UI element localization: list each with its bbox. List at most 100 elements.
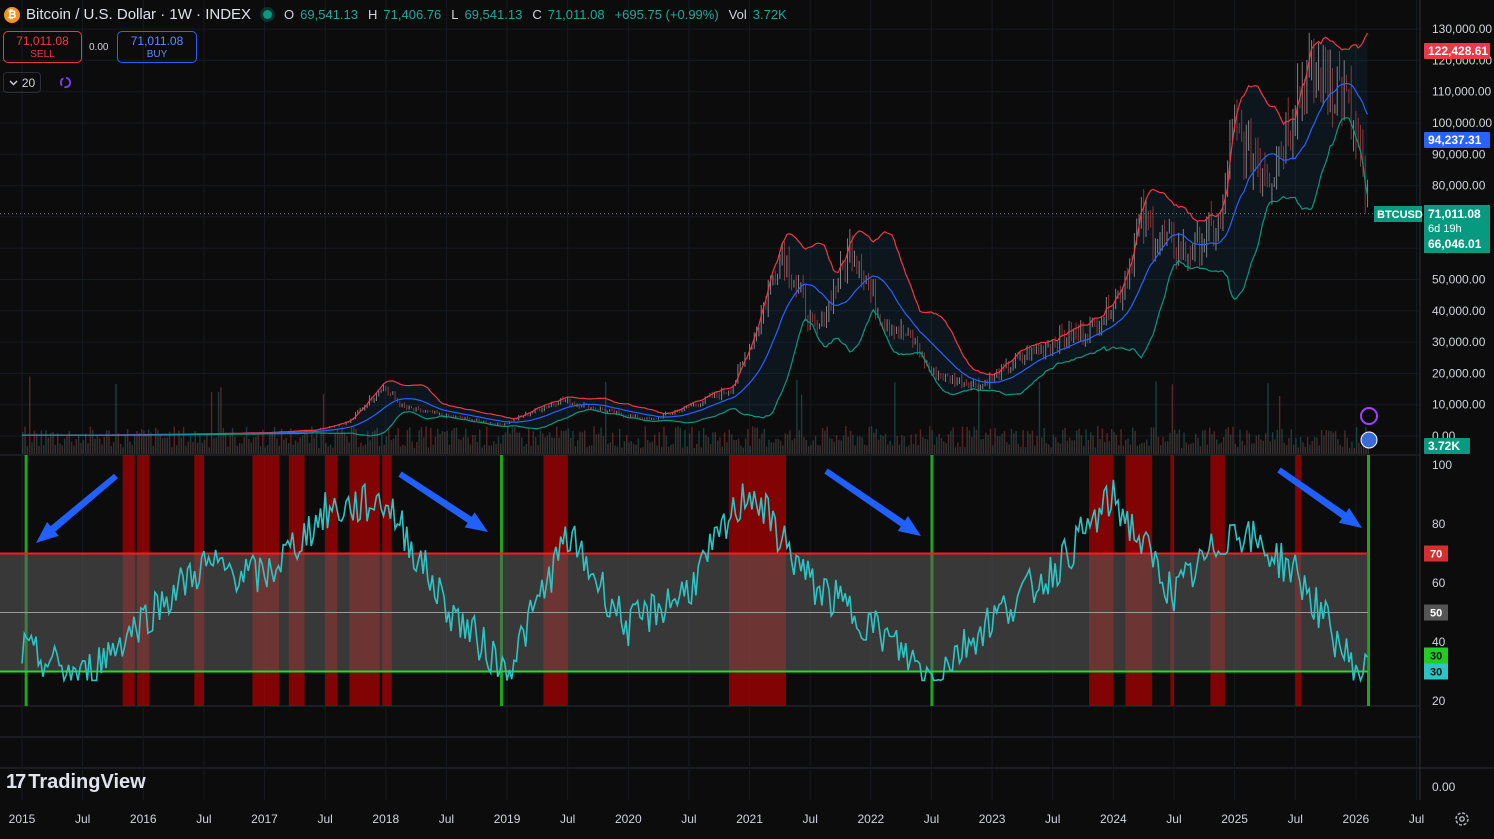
lightning-icon[interactable]	[1360, 407, 1378, 425]
overbought-tag	[1424, 545, 1448, 562]
volume-bar	[707, 437, 709, 454]
volume-tag-text: 3.72K	[1428, 439, 1460, 453]
price-axis-label: 50,000.00	[1432, 273, 1486, 287]
volume-bar	[528, 428, 530, 454]
volume-bar	[112, 441, 115, 454]
volume-bar	[740, 445, 742, 454]
volume-bar	[504, 432, 507, 454]
volume-bar	[98, 438, 101, 454]
volume-bar	[999, 436, 1001, 454]
volume-bar	[1278, 395, 1281, 454]
volume-bar	[369, 440, 371, 454]
sync-icon[interactable]	[58, 75, 73, 90]
volume-bar	[588, 445, 591, 454]
volume-bar	[763, 428, 765, 454]
volume-bar	[873, 432, 875, 454]
volume-bar	[793, 438, 796, 454]
volume-bar	[882, 435, 884, 454]
volume-bar	[595, 434, 598, 454]
spread-value: 0.00	[89, 42, 109, 53]
mid-tag	[1424, 604, 1448, 621]
volume-bar	[472, 434, 474, 454]
volume-bar	[814, 435, 817, 454]
volume-bar	[285, 437, 287, 454]
volume-bar	[581, 432, 584, 454]
volume-bar	[1132, 427, 1134, 454]
volume-bar	[292, 444, 294, 454]
time-axis-label: 2023	[979, 812, 1006, 826]
price-axis-label: 110,000.00	[1432, 85, 1491, 99]
volume-bar	[420, 426, 423, 454]
symbol-title[interactable]: Bitcoin / U.S. Dollar · 1W · INDEX	[26, 6, 252, 23]
volume-bar	[714, 431, 716, 454]
volume-bar	[807, 446, 810, 454]
volume-bar	[1229, 434, 1232, 454]
volume-bar	[1059, 443, 1062, 454]
indicators-collapse-button[interactable]: 20	[3, 72, 41, 93]
low-key: L	[451, 7, 459, 22]
volume-bar	[357, 447, 360, 454]
volume-bar	[828, 437, 831, 454]
volume-bar	[1022, 429, 1024, 454]
volume-bar	[607, 443, 609, 454]
buy-button[interactable]: 71,011.08 BUY	[117, 31, 197, 63]
volume-bar	[978, 377, 980, 454]
volume-bar	[1262, 440, 1264, 454]
volume-bar	[1129, 444, 1132, 454]
gear-icon[interactable]	[1453, 810, 1471, 828]
volume-bar	[532, 431, 535, 454]
high-key: H	[368, 7, 378, 22]
volume-bar	[220, 387, 222, 454]
volume-bar	[1285, 445, 1288, 454]
price-axis-label: 30,000.00	[1432, 335, 1486, 349]
volume-bar	[453, 428, 455, 454]
volume-bar	[166, 437, 168, 454]
time-axis-label: 2015	[9, 812, 36, 826]
volume-bar	[563, 431, 565, 454]
volume-bar	[553, 437, 556, 454]
time-axis-label: Jul	[681, 812, 696, 826]
volume-bar	[556, 426, 558, 454]
volume-bar	[1134, 430, 1136, 454]
volume-bar	[679, 427, 682, 454]
volume-bar	[101, 444, 103, 454]
volume-bar	[1173, 429, 1176, 454]
volume-bar	[49, 433, 52, 454]
sell-button[interactable]: 71,011.08 SELL	[3, 31, 82, 63]
volume-bar	[551, 437, 553, 454]
volume-bar	[427, 447, 430, 454]
volume-bar	[1008, 444, 1010, 454]
volume-bar	[175, 445, 178, 454]
volume-bar	[77, 434, 80, 454]
volume-bar	[611, 432, 614, 454]
volume-bar	[728, 429, 730, 454]
buy-label: BUY	[146, 49, 168, 60]
rsi-axis-label: 40	[1432, 635, 1446, 649]
volume-bar	[208, 447, 210, 454]
volume-bar	[968, 430, 971, 454]
us-flag-icon[interactable]	[1360, 431, 1378, 449]
volume-bar	[775, 438, 777, 454]
volume-bar	[1302, 442, 1304, 454]
volume-bar	[915, 433, 917, 454]
volume-bar	[695, 444, 698, 454]
volume-bar	[185, 445, 187, 454]
volume-bar	[656, 445, 658, 454]
volume-bar	[761, 433, 763, 454]
volume-bar	[159, 434, 161, 454]
symbol-tag	[1374, 206, 1422, 222]
volume-bar	[33, 430, 36, 454]
volume-bar	[42, 445, 45, 454]
time-axis-label: Jul	[317, 812, 332, 826]
volume-bar	[994, 427, 996, 454]
volume-bar	[742, 447, 744, 454]
volume-bar	[835, 435, 838, 454]
change-value: +695.75 (+0.99%)	[614, 7, 719, 22]
volume-bar	[989, 428, 992, 454]
volume-bar	[259, 446, 262, 454]
volume-bar	[1367, 446, 1369, 454]
volume-bar	[40, 430, 43, 454]
volume-bar	[395, 435, 397, 454]
volume-bar	[1353, 447, 1355, 454]
